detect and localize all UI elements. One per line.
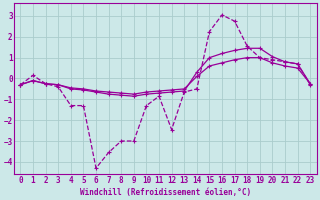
X-axis label: Windchill (Refroidissement éolien,°C): Windchill (Refroidissement éolien,°C) [80,188,251,197]
